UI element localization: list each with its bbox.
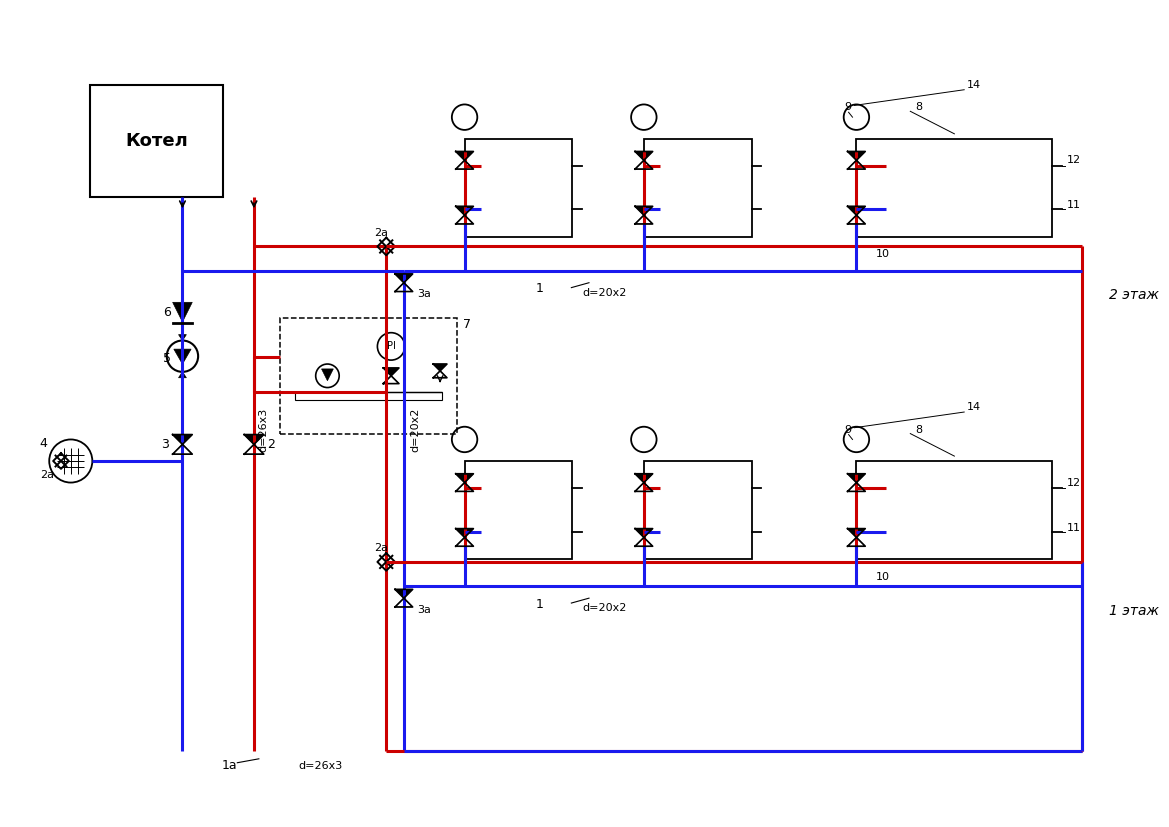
Polygon shape xyxy=(434,370,447,378)
Text: 12: 12 xyxy=(1067,477,1081,488)
Text: 9: 9 xyxy=(845,103,852,112)
Polygon shape xyxy=(456,528,473,538)
Text: 3: 3 xyxy=(161,437,168,451)
Polygon shape xyxy=(456,206,473,215)
Text: 2 этаж: 2 этаж xyxy=(1109,289,1160,303)
Text: 2a: 2a xyxy=(374,227,388,238)
Text: 11: 11 xyxy=(1067,200,1081,210)
Polygon shape xyxy=(635,474,652,483)
Polygon shape xyxy=(848,474,865,483)
Polygon shape xyxy=(848,206,865,215)
Polygon shape xyxy=(173,444,192,454)
Polygon shape xyxy=(635,528,652,538)
Text: 7: 7 xyxy=(463,318,471,331)
Text: 14: 14 xyxy=(967,402,981,412)
Bar xyxy=(644,139,752,237)
Polygon shape xyxy=(848,483,865,491)
Polygon shape xyxy=(395,598,413,607)
Polygon shape xyxy=(848,538,865,547)
Bar xyxy=(464,139,573,237)
Text: 6: 6 xyxy=(162,306,171,318)
Polygon shape xyxy=(456,151,473,160)
Polygon shape xyxy=(434,364,447,370)
Text: 11: 11 xyxy=(1067,523,1081,533)
Polygon shape xyxy=(848,151,865,160)
Text: d=26x3: d=26x3 xyxy=(258,408,269,452)
Text: 12: 12 xyxy=(1067,155,1081,165)
Polygon shape xyxy=(395,274,413,283)
Polygon shape xyxy=(456,538,473,547)
Polygon shape xyxy=(635,215,652,224)
Polygon shape xyxy=(179,335,186,341)
Polygon shape xyxy=(635,160,652,169)
Text: 2a: 2a xyxy=(40,470,54,480)
Text: d=20x2: d=20x2 xyxy=(410,408,421,452)
Text: d=20x2: d=20x2 xyxy=(582,603,627,613)
Text: 1: 1 xyxy=(537,282,544,295)
Polygon shape xyxy=(456,474,473,483)
Polygon shape xyxy=(383,375,399,384)
Polygon shape xyxy=(635,483,652,491)
Circle shape xyxy=(167,341,198,372)
Polygon shape xyxy=(848,215,865,224)
Polygon shape xyxy=(179,372,186,378)
Polygon shape xyxy=(635,206,652,215)
Polygon shape xyxy=(456,483,473,491)
Polygon shape xyxy=(456,215,473,224)
Polygon shape xyxy=(848,528,865,538)
Text: 8: 8 xyxy=(915,424,922,435)
Bar xyxy=(90,85,222,198)
Polygon shape xyxy=(635,151,652,160)
Polygon shape xyxy=(456,160,473,169)
Polygon shape xyxy=(383,368,399,375)
Bar xyxy=(295,393,442,400)
Text: 10: 10 xyxy=(876,571,890,581)
Polygon shape xyxy=(635,538,652,547)
Polygon shape xyxy=(174,349,191,364)
Polygon shape xyxy=(173,434,192,444)
Bar xyxy=(857,139,1052,237)
Text: 1 этаж: 1 этаж xyxy=(1109,604,1160,618)
Bar xyxy=(644,461,752,559)
Text: 2a: 2a xyxy=(374,543,388,553)
Text: 2: 2 xyxy=(267,437,275,451)
Bar xyxy=(281,318,457,433)
Text: 3a: 3a xyxy=(417,605,431,615)
Text: 3a: 3a xyxy=(417,289,431,299)
Polygon shape xyxy=(244,444,264,454)
Polygon shape xyxy=(173,303,192,322)
Polygon shape xyxy=(395,590,413,598)
Bar xyxy=(857,461,1052,559)
Text: 14: 14 xyxy=(967,80,981,90)
Polygon shape xyxy=(244,434,264,444)
Text: 1: 1 xyxy=(537,598,544,610)
Polygon shape xyxy=(848,160,865,169)
Text: d=26x3: d=26x3 xyxy=(298,761,343,771)
Text: 10: 10 xyxy=(876,249,890,260)
Bar xyxy=(464,461,573,559)
Text: 4: 4 xyxy=(40,437,47,450)
Text: Котел: Котел xyxy=(125,132,188,151)
Text: 1a: 1a xyxy=(222,759,237,772)
Polygon shape xyxy=(395,283,413,292)
Text: 8: 8 xyxy=(915,103,922,112)
Text: d=20x2: d=20x2 xyxy=(582,288,627,298)
Text: 9: 9 xyxy=(845,424,852,435)
Text: 5: 5 xyxy=(162,351,171,365)
Text: PI: PI xyxy=(387,342,395,351)
Polygon shape xyxy=(321,369,333,380)
